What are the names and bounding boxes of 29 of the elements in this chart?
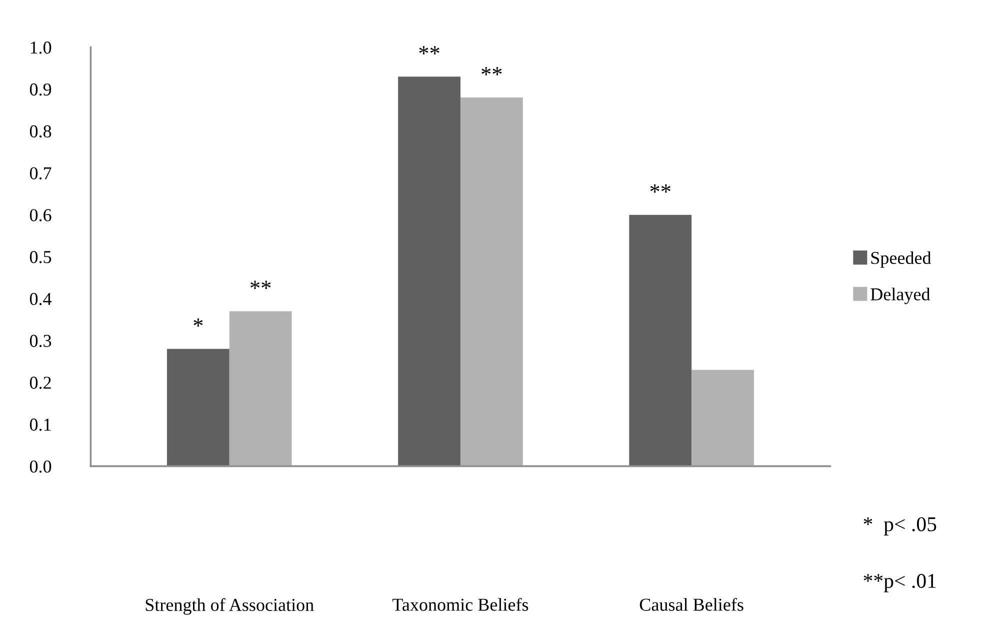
y-tick-label: 0.5 — [30, 250, 52, 264]
y-tick-label: 1.0 — [30, 42, 52, 54]
annotation: ** — [650, 184, 670, 193]
text: * p< .05 — [864, 517, 936, 536]
y-tick-label: 0.8 — [30, 125, 52, 138]
bar — [398, 76, 460, 466]
y-tick-label: 0.3 — [30, 334, 52, 348]
y-tick-label: 0.1 — [30, 418, 51, 431]
y-tick-label: 0.7 — [30, 167, 52, 180]
annotation: ** — [250, 280, 271, 289]
y-tick-label: 0.0 — [30, 460, 52, 473]
y-tick-label: 0.4 — [30, 292, 52, 306]
bar — [692, 370, 754, 466]
x-tick-label: Taxonomic Beliefs — [392, 598, 528, 611]
y-tick-label: 0.2 — [30, 376, 51, 389]
x-tick-label: Causal Beliefs — [640, 598, 744, 611]
bar — [629, 214, 692, 466]
text: **p< .01 — [864, 574, 936, 592]
annotation: * — [194, 318, 203, 327]
x-tick-label: Strength of Association — [146, 598, 314, 615]
y-tick-label: 0.9 — [30, 83, 52, 96]
bar — [166, 348, 230, 466]
bar — [460, 98, 523, 466]
annotation: ** — [482, 67, 502, 76]
legend-label: Delayed — [870, 288, 930, 304]
y-tick-label: 0.6 — [30, 209, 52, 222]
bar — [229, 311, 292, 466]
annotation: ** — [419, 46, 440, 54]
legend-label: Speeded — [871, 251, 932, 268]
